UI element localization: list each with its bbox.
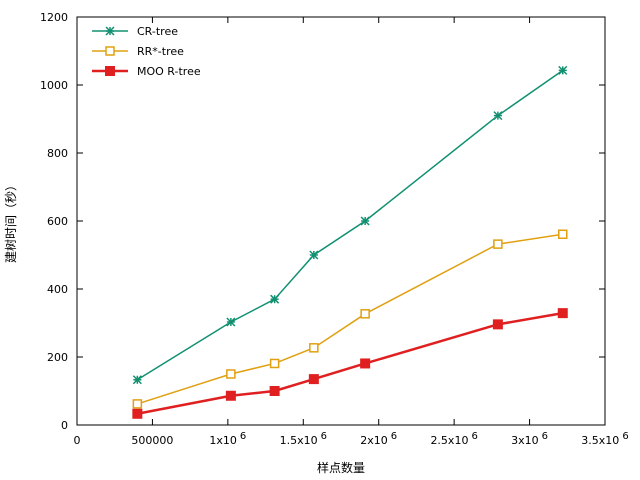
x-tick-exponent: 6: [471, 431, 477, 442]
series-moo-r-tree: [132, 308, 568, 419]
data-point: [269, 358, 280, 369]
data-point: [492, 319, 503, 330]
x-tick-exponent: 6: [542, 431, 548, 442]
x-tick-exponent: 6: [622, 431, 628, 442]
x-tick-base: 2x10: [360, 434, 388, 447]
data-point: [360, 309, 370, 319]
x-tick-label: 3x10 6: [511, 431, 548, 447]
data-point: [105, 46, 115, 56]
legend-entry: MOO R-tree: [92, 65, 201, 78]
x-tick-base: 3.5x10: [581, 434, 619, 447]
y-tick-label: 600: [47, 215, 68, 228]
marker-stroke: [270, 294, 280, 304]
data-point: [558, 65, 568, 75]
data-point: [309, 250, 319, 260]
legend-entry: CR-tree: [92, 25, 178, 38]
data-point: [308, 374, 319, 385]
marker-stroke: [493, 111, 503, 121]
legend-entry: RR*-tree: [92, 45, 184, 58]
x-tick-base: 0: [74, 434, 81, 447]
data-point: [493, 111, 503, 121]
y-axis-label: 建树时间（秒）: [3, 179, 18, 263]
x-tick-label: 1.5x10 6: [280, 431, 327, 447]
x-tick-exponent: 6: [391, 431, 397, 442]
data-point: [309, 343, 319, 353]
data-point: [105, 26, 115, 36]
data-point: [132, 375, 142, 385]
y-tick-label: 0: [61, 419, 68, 432]
y-tick-label: 1200: [40, 11, 68, 24]
x-axis-label: 样点数量: [317, 460, 365, 475]
data-point: [360, 358, 371, 369]
marker-stroke: [558, 65, 568, 75]
y-tick-label: 1000: [40, 79, 68, 92]
x-tick-label: 2x10 6: [360, 431, 397, 447]
data-point: [132, 399, 143, 409]
legend-label: RR*-tree: [137, 45, 184, 58]
data-point: [557, 308, 568, 319]
data-point: [558, 229, 568, 240]
marker-stroke: [226, 317, 236, 327]
x-tick-base: 1x10: [209, 434, 237, 447]
y-tick-label: 800: [47, 147, 68, 160]
data-point: [269, 386, 280, 396]
x-tick-label: 500000: [131, 434, 173, 447]
series-layer: [132, 65, 568, 419]
data-point: [226, 317, 236, 327]
marker-stroke: [309, 250, 319, 260]
x-tick-base: 500000: [131, 434, 173, 447]
x-tick-base: 1.5x10: [280, 434, 318, 447]
data-point: [225, 390, 236, 401]
x-tick-label: 3.5x10 6: [581, 431, 628, 447]
y-tick-label: 400: [47, 283, 68, 296]
legend-label: MOO R-tree: [137, 65, 201, 78]
x-tick-label: 2.5x10 6: [430, 431, 477, 447]
x-tick-label: 0: [74, 434, 81, 447]
data-point: [270, 294, 280, 304]
data-point: [132, 408, 143, 419]
x-tick-base: 2.5x10: [430, 434, 468, 447]
legend: CR-tree RR*-tree MOO R-tree: [92, 25, 201, 78]
legend-label: CR-tree: [137, 25, 178, 38]
x-tick-label: 1x10 6: [209, 431, 246, 447]
data-point: [493, 239, 503, 249]
x-tick-exponent: 6: [240, 431, 246, 442]
marker-stroke: [105, 26, 115, 36]
data-point: [360, 216, 370, 226]
x-tick-base: 3x10: [511, 434, 539, 447]
marker-stroke: [132, 375, 142, 385]
data-point: [226, 369, 236, 379]
series-rr-tree: [132, 229, 568, 409]
marker-stroke: [360, 216, 370, 226]
series-cr-tree: [132, 65, 568, 385]
data-point: [105, 66, 115, 76]
y-tick-label: 200: [47, 351, 68, 364]
x-tick-exponent: 6: [321, 431, 327, 442]
